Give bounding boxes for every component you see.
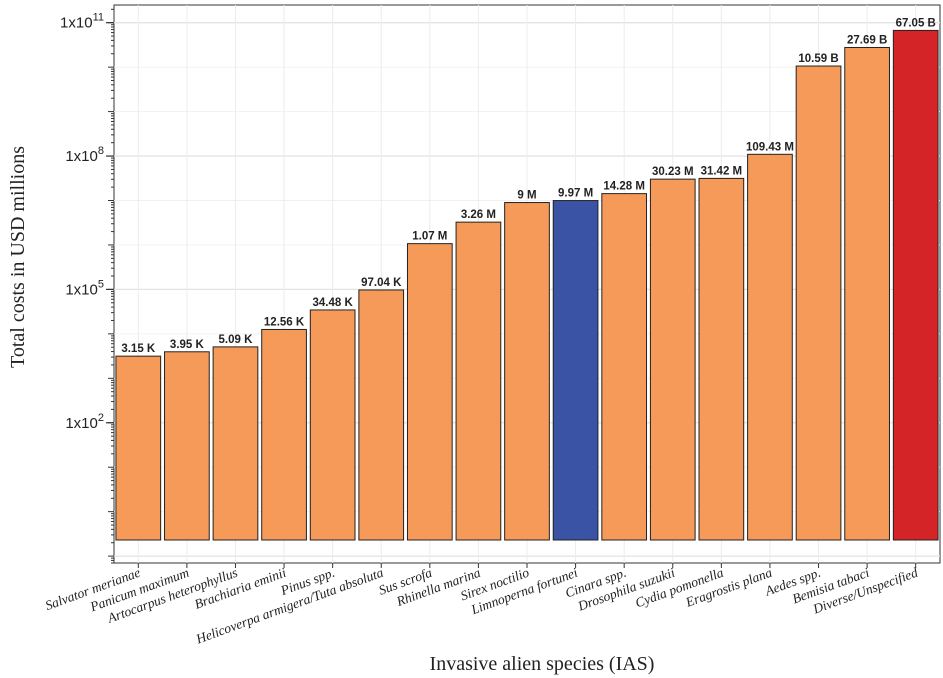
bar [844, 46, 890, 541]
bar [552, 200, 599, 541]
data-label: 34.48 K [313, 297, 354, 309]
data-label: 1.07 M [412, 231, 447, 243]
bars [115, 29, 939, 541]
bar [115, 355, 162, 541]
data-label: 3.95 K [170, 339, 205, 351]
data-label: 31.42 M [701, 165, 743, 177]
bar [358, 289, 405, 541]
y-axis-title: Total costs in USD millions [7, 146, 29, 368]
data-label: 12.56 K [264, 316, 305, 328]
x-axis-title: Invasive alien species (IAS) [430, 653, 655, 675]
bar [892, 29, 939, 541]
y-tick-label: 1x1011 [60, 12, 104, 32]
data-label: 109.43 M [746, 141, 794, 153]
bar [164, 351, 210, 541]
y-tick-label: 1x108 [65, 145, 104, 165]
data-label: 3.26 M [461, 209, 496, 221]
bar [747, 153, 793, 541]
bar [698, 177, 745, 541]
y-tick-label: 1x105 [65, 278, 104, 298]
data-label: 10.59 B [798, 53, 838, 65]
y-tick-label: 1x102 [65, 412, 104, 432]
bar [455, 221, 502, 541]
bar [601, 193, 648, 541]
axes [106, 8, 917, 568]
bar [406, 243, 453, 541]
bar [795, 65, 842, 541]
data-label: 9 M [517, 190, 536, 202]
bar [504, 202, 550, 541]
data-label: 5.09 K [219, 334, 254, 346]
bar [212, 346, 259, 541]
data-label: 97.04 K [361, 277, 402, 289]
bar [309, 309, 356, 541]
bar [261, 328, 307, 541]
data-label: 67.05 B [896, 17, 936, 29]
data-label: 9.97 M [558, 188, 593, 200]
bar [649, 178, 696, 541]
data-label: 3.15 K [121, 343, 156, 355]
data-label: 14.28 M [603, 181, 645, 193]
data-label: 27.69 B [847, 34, 887, 46]
data-label: 30.23 M [652, 166, 694, 178]
